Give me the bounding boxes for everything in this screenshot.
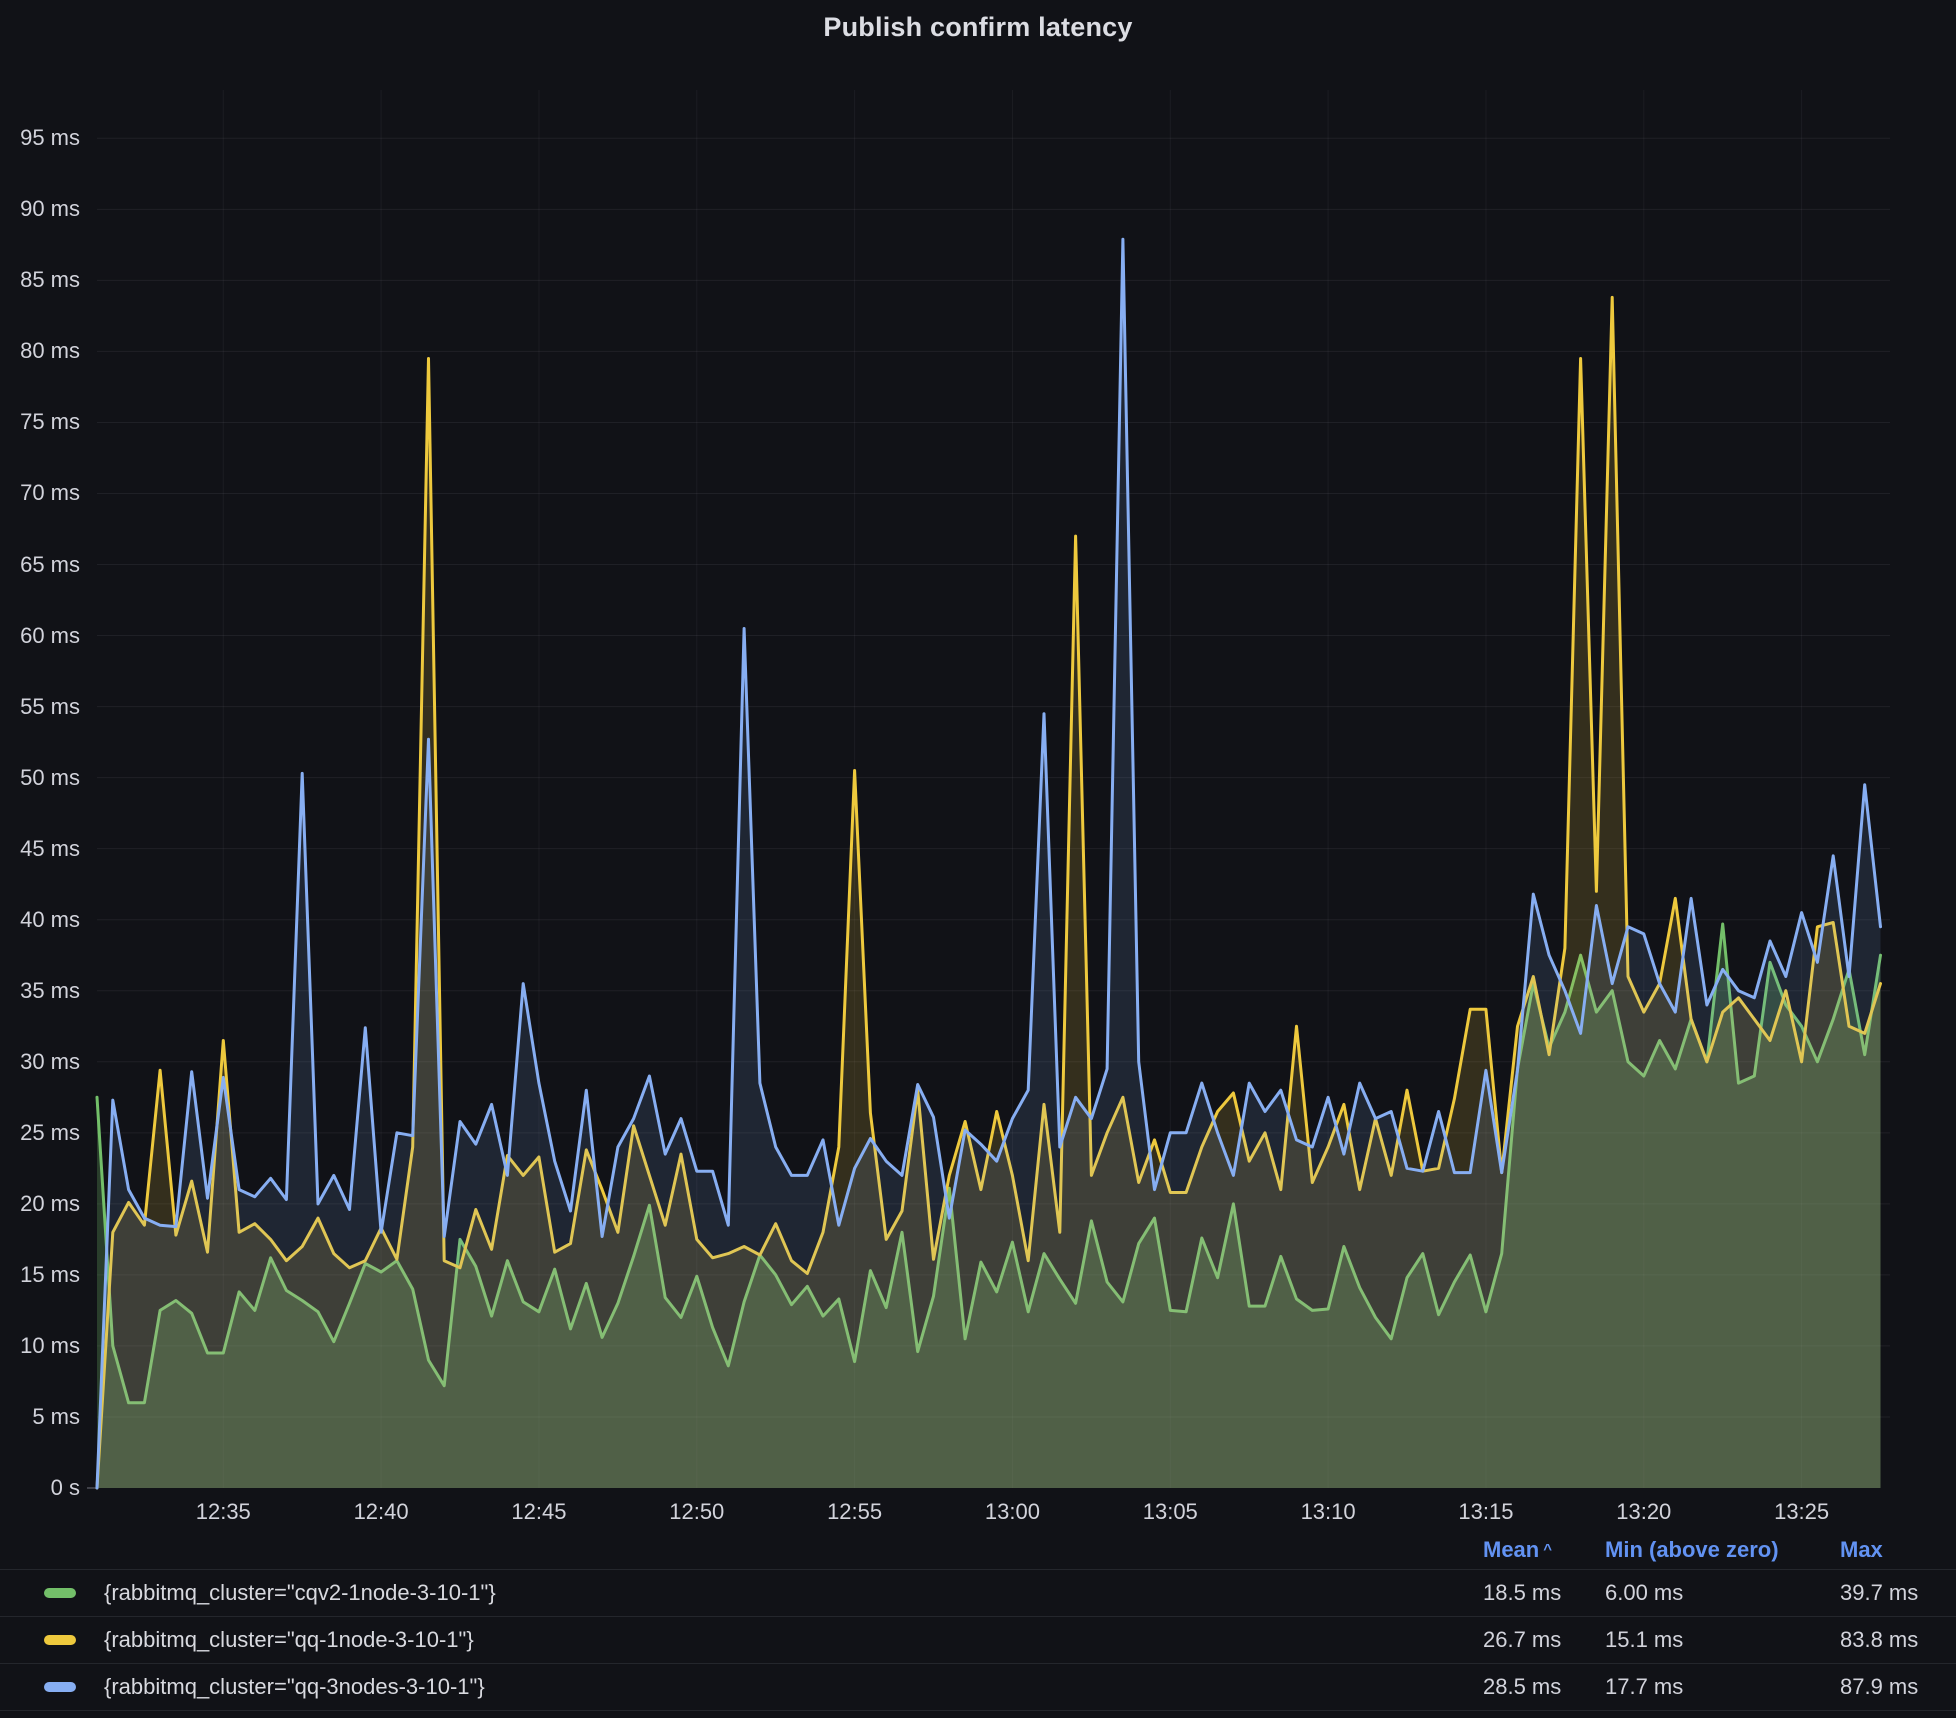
y-tick-label: 90 ms — [0, 197, 80, 221]
y-tick-label: 70 ms — [0, 481, 80, 505]
legend-series-name[interactable]: {rabbitmq_cluster="cqv2-1node-3-10-1"} — [104, 1580, 496, 1606]
y-tick-label: 10 ms — [0, 1334, 80, 1358]
legend-mean-value: 28.5 ms — [1483, 1674, 1605, 1700]
legend-header-min-label: Min (above zero) — [1605, 1537, 1779, 1562]
series-swatch-icon[interactable] — [44, 1682, 76, 1692]
y-tick-label: 5 ms — [0, 1405, 80, 1429]
series-swatch-icon[interactable] — [44, 1635, 76, 1645]
legend-sort-max[interactable]: Max — [1840, 1537, 1940, 1563]
y-tick-label: 80 ms — [0, 339, 80, 363]
legend-sort-min[interactable]: Min (above zero) — [1605, 1537, 1840, 1563]
y-tick-label: 35 ms — [0, 979, 80, 1003]
y-tick-label: 95 ms — [0, 126, 80, 150]
y-tick-label: 65 ms — [0, 553, 80, 577]
latency-chart[interactable] — [0, 0, 1956, 1718]
y-tick-label: 25 ms — [0, 1121, 80, 1145]
series-swatch-icon[interactable] — [44, 1588, 76, 1598]
y-tick-label: 45 ms — [0, 837, 80, 861]
legend-table: Mean^ Min (above zero) Max {rabbitmq_clu… — [0, 1531, 1956, 1711]
x-tick-label: 12:50 — [669, 1499, 724, 1525]
legend-series-name[interactable]: {rabbitmq_cluster="qq-3nodes-3-10-1"} — [104, 1674, 485, 1700]
x-tick-label: 13:05 — [1143, 1499, 1198, 1525]
legend-header-row: Mean^ Min (above zero) Max — [0, 1531, 1956, 1569]
y-tick-label: 85 ms — [0, 268, 80, 292]
legend-max-value: 87.9 ms — [1840, 1674, 1940, 1700]
legend-max-value: 83.8 ms — [1840, 1627, 1940, 1653]
y-tick-label: 75 ms — [0, 410, 80, 434]
y-tick-label: 60 ms — [0, 624, 80, 648]
y-tick-label: 50 ms — [0, 766, 80, 790]
x-tick-label: 12:45 — [511, 1499, 566, 1525]
legend-mean-value: 26.7 ms — [1483, 1627, 1605, 1653]
legend-bottom-separator — [0, 1710, 1956, 1711]
x-tick-label: 12:35 — [196, 1499, 251, 1525]
legend-row-1: {rabbitmq_cluster="qq-1node-3-10-1"} 26.7… — [0, 1616, 1956, 1663]
legend-min-above-zero-value: 17.7 ms — [1605, 1674, 1840, 1700]
y-tick-label: 30 ms — [0, 1050, 80, 1074]
legend-row-0: {rabbitmq_cluster="cqv2-1node-3-10-1"} 18… — [0, 1569, 1956, 1616]
legend-sort-mean[interactable]: Mean^ — [1483, 1537, 1605, 1563]
legend-header-mean-label: Mean — [1483, 1537, 1539, 1562]
legend-series-label-cell: {rabbitmq_cluster="qq-1node-3-10-1"} — [0, 1627, 1483, 1653]
x-tick-label: 12:40 — [354, 1499, 409, 1525]
legend-min-above-zero-value: 6.00 ms — [1605, 1580, 1840, 1606]
x-tick-label: 13:20 — [1616, 1499, 1671, 1525]
y-tick-label: 15 ms — [0, 1263, 80, 1287]
legend-series-name[interactable]: {rabbitmq_cluster="qq-1node-3-10-1"} — [104, 1627, 474, 1653]
legend-row-2: {rabbitmq_cluster="qq-3nodes-3-10-1"} 28.… — [0, 1663, 1956, 1710]
x-tick-label: 13:25 — [1774, 1499, 1829, 1525]
legend-max-value: 39.7 ms — [1840, 1580, 1940, 1606]
sort-ascending-icon: ^ — [1543, 1541, 1552, 1558]
x-tick-label: 13:00 — [985, 1499, 1040, 1525]
y-tick-label: 40 ms — [0, 908, 80, 932]
legend-header-max-label: Max — [1840, 1537, 1883, 1562]
legend-min-above-zero-value: 15.1 ms — [1605, 1627, 1840, 1653]
legend-mean-value: 18.5 ms — [1483, 1580, 1605, 1606]
legend-series-label-cell: {rabbitmq_cluster="cqv2-1node-3-10-1"} — [0, 1580, 1483, 1606]
legend-series-label-cell: {rabbitmq_cluster="qq-3nodes-3-10-1"} — [0, 1674, 1483, 1700]
y-tick-label: 20 ms — [0, 1192, 80, 1216]
y-tick-label: 0 s — [0, 1476, 80, 1500]
x-tick-label: 12:55 — [827, 1499, 882, 1525]
x-tick-label: 13:15 — [1458, 1499, 1513, 1525]
y-tick-label: 55 ms — [0, 695, 80, 719]
x-tick-label: 13:10 — [1301, 1499, 1356, 1525]
